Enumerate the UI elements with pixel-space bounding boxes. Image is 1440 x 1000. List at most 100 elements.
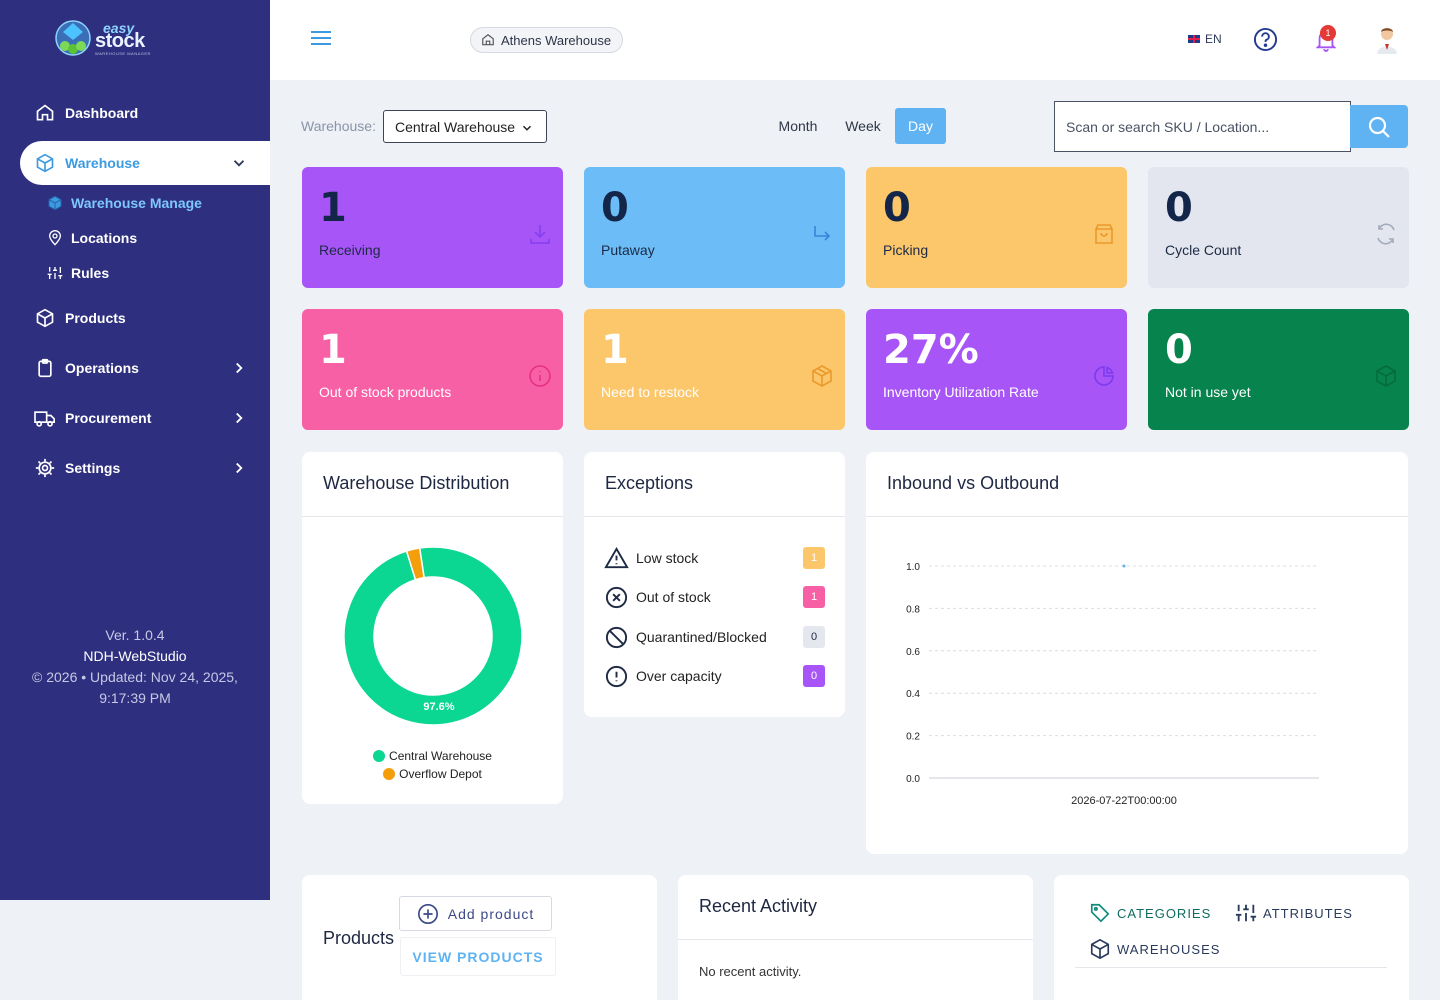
sidebar-subitem-warehouse-manage[interactable]: Warehouse Manage bbox=[46, 192, 202, 214]
y-tick-label: 1.0 bbox=[906, 562, 920, 573]
series-point[interactable] bbox=[1122, 564, 1126, 568]
sidebar-item-label: Products bbox=[65, 310, 126, 326]
attributes-link[interactable]: ATTRIBUTES bbox=[1235, 902, 1353, 924]
cube-icon bbox=[34, 152, 56, 174]
gear-icon bbox=[34, 457, 56, 479]
search-button[interactable] bbox=[1350, 105, 1408, 148]
stat-label: Putaway bbox=[601, 242, 655, 258]
home-icon bbox=[482, 34, 494, 46]
chevron-right-icon bbox=[236, 362, 243, 374]
ban-icon bbox=[605, 626, 628, 648]
exception-row-over-capacity[interactable]: Over capacity 0 bbox=[604, 662, 825, 690]
brand-sub: WAREHOUSE MANAGER bbox=[95, 51, 151, 56]
donut-slice-1[interactable] bbox=[405, 547, 425, 581]
sidebar-item-dashboard[interactable]: Dashboard bbox=[20, 91, 270, 135]
exception-count-badge: 0 bbox=[803, 626, 825, 648]
legend-swatch bbox=[383, 768, 396, 780]
stat-card-not-in-use[interactable]: 0 Not in use yet bbox=[1148, 309, 1409, 430]
sidebar-item-label: Operations bbox=[65, 360, 139, 376]
stat-card-cycle-count[interactable]: 0 Cycle Count bbox=[1148, 167, 1409, 288]
menu-icon[interactable] bbox=[310, 28, 332, 48]
divider bbox=[302, 516, 563, 517]
language-selector[interactable]: EN bbox=[1188, 32, 1222, 46]
cube-icon bbox=[46, 194, 64, 212]
divider bbox=[866, 516, 1408, 517]
sidebar-item-warehouse[interactable]: Warehouse bbox=[20, 141, 270, 185]
stat-card-utilization[interactable]: 27% Inventory Utilization Rate bbox=[866, 309, 1127, 430]
stat-card-picking[interactable]: 0 Picking bbox=[866, 167, 1127, 288]
stat-card-putaway[interactable]: 0 Putaway bbox=[584, 167, 845, 288]
stat-value: 0 bbox=[1165, 327, 1193, 373]
stat-value: 1 bbox=[601, 327, 629, 373]
chevron-down-icon bbox=[522, 125, 532, 131]
stat-card-receiving[interactable]: 1 Receiving bbox=[302, 167, 563, 288]
categories-link-label: CATEGORIES bbox=[1117, 905, 1212, 921]
stat-label: Receiving bbox=[319, 242, 381, 258]
sidebar-footer: Ver. 1.0.4 NDH-WebStudio © 2026 • Update… bbox=[0, 625, 270, 709]
warning-triangle-icon bbox=[604, 546, 629, 568]
refresh-icon bbox=[1377, 223, 1395, 245]
sidebar-item-settings[interactable]: Settings bbox=[20, 446, 270, 490]
stat-label: Need to restock bbox=[601, 384, 700, 400]
warehouses-link[interactable]: WAREHOUSES bbox=[1089, 938, 1220, 960]
sidebar-subitem-locations[interactable]: Locations bbox=[46, 227, 137, 249]
view-products-button[interactable]: VIEW PRODUCTS bbox=[400, 937, 556, 976]
updated-time-text: 9:17:39 PM bbox=[99, 690, 171, 706]
legend-item-central[interactable]: Central Warehouse bbox=[302, 747, 563, 765]
exception-count-badge: 1 bbox=[803, 586, 825, 608]
exception-row-low-stock[interactable]: Low stock 1 bbox=[604, 544, 825, 572]
stat-label: Out of stock products bbox=[319, 384, 452, 400]
uk-flag-icon bbox=[1188, 35, 1200, 43]
version-text: Ver. 1.0.4 bbox=[105, 627, 165, 643]
recent-activity-panel: Recent Activity No recent activity. bbox=[678, 875, 1033, 1000]
chevron-right-icon bbox=[236, 412, 243, 424]
exception-count-badge: 0 bbox=[803, 665, 825, 687]
legend-item-overflow[interactable]: Overflow Depot bbox=[302, 765, 563, 783]
exception-label: Out of stock bbox=[636, 589, 711, 605]
sku-search-input[interactable] bbox=[1066, 118, 1336, 135]
cube-icon bbox=[1376, 365, 1396, 387]
sidebar-item-products[interactable]: Products bbox=[20, 296, 270, 340]
period-week-button[interactable]: Week bbox=[845, 118, 881, 134]
exception-row-out-of-stock[interactable]: Out of stock 1 bbox=[604, 583, 825, 611]
alert-circle-icon bbox=[605, 665, 628, 687]
add-product-button[interactable]: Add product bbox=[399, 896, 552, 931]
exception-row-quarantined[interactable]: Quarantined/Blocked 0 bbox=[604, 623, 825, 651]
sidebar-subitem-label: Warehouse Manage bbox=[71, 195, 202, 211]
stat-label: Not in use yet bbox=[1165, 384, 1251, 400]
warehouse-select[interactable]: Central Warehouse bbox=[383, 110, 547, 143]
inbound-outbound-panel: Inbound vs Outbound 0.0 0.2 0.4 0.6 0.8 1.0 20… bbox=[866, 452, 1408, 854]
help-icon[interactable] bbox=[1253, 27, 1278, 52]
donut-legend: Central Warehouse Overflow Depot bbox=[302, 747, 563, 783]
stat-card-need-restock[interactable]: 1 Need to restock bbox=[584, 309, 845, 430]
app-logo[interactable]: easy stock WAREHOUSE MANAGER bbox=[55, 18, 155, 60]
stat-label: Inventory Utilization Rate bbox=[883, 384, 1039, 400]
stat-label: Cycle Count bbox=[1165, 242, 1242, 258]
products-panel: Products Add product VIEW PRODUCTS bbox=[302, 875, 657, 1000]
sidebar-item-label: Dashboard bbox=[65, 105, 139, 121]
warehouses-link-label: WAREHOUSES bbox=[1117, 941, 1221, 957]
categories-link[interactable]: CATEGORIES bbox=[1089, 902, 1211, 924]
exception-label: Over capacity bbox=[636, 668, 722, 684]
notification-badge: 1 bbox=[1320, 25, 1336, 41]
panel-title: Exceptions bbox=[605, 473, 694, 493]
sidebar-subitem-rules[interactable]: Rules bbox=[46, 262, 109, 284]
empty-activity-text: No recent activity. bbox=[699, 964, 802, 979]
shopping-bag-icon bbox=[1095, 224, 1113, 244]
topbar: Athens Warehouse EN 1 bbox=[270, 0, 1440, 80]
sidebar-item-operations[interactable]: Operations bbox=[20, 346, 270, 390]
divider bbox=[584, 516, 845, 517]
donut-slice-0[interactable] bbox=[343, 546, 523, 726]
period-day-button[interactable]: Day bbox=[895, 108, 946, 144]
plus-circle-icon bbox=[417, 903, 438, 924]
box-icon bbox=[34, 307, 56, 329]
user-avatar[interactable] bbox=[1375, 24, 1399, 54]
stat-value: 1 bbox=[319, 327, 347, 373]
warehouse-distribution-panel: Warehouse Distribution 97.6% Central War… bbox=[302, 452, 563, 804]
stat-card-out-of-stock[interactable]: 1 Out of stock products bbox=[302, 309, 563, 430]
current-warehouse-chip[interactable]: Athens Warehouse bbox=[470, 27, 624, 53]
period-month-button[interactable]: Month bbox=[778, 118, 818, 134]
y-tick-label: 0.6 bbox=[906, 647, 920, 658]
stat-label: Picking bbox=[883, 242, 929, 258]
sidebar-item-procurement[interactable]: Procurement bbox=[20, 396, 270, 440]
